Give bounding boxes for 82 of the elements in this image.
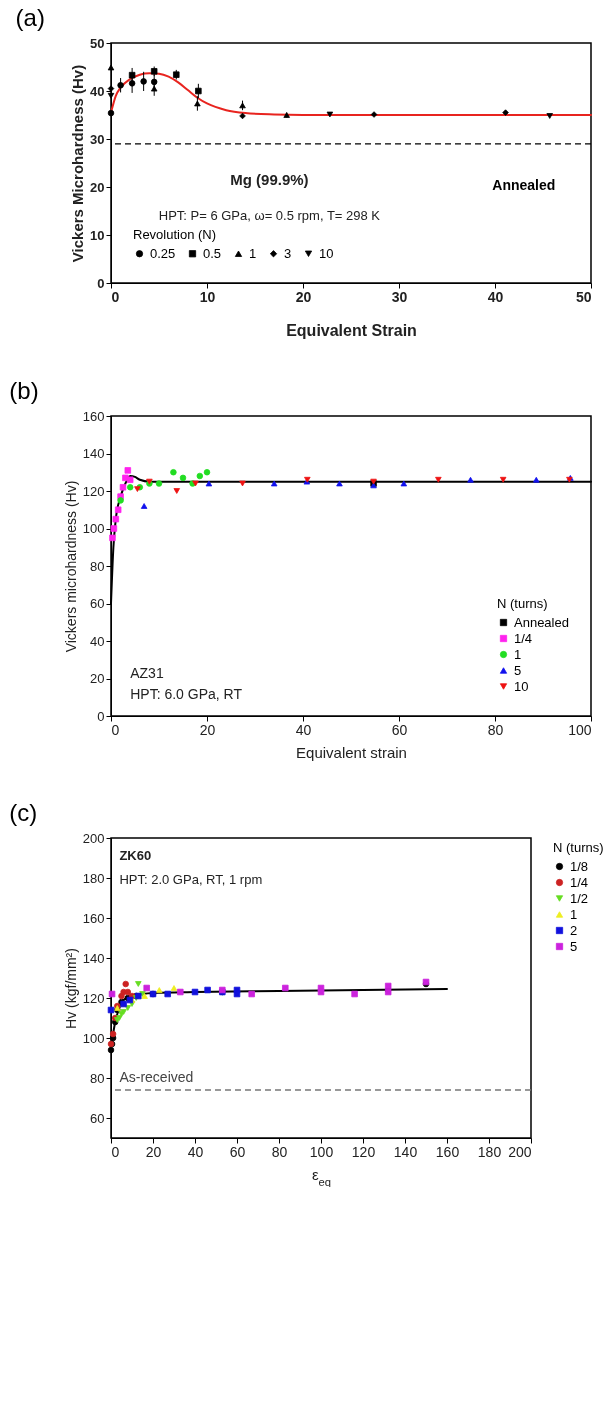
x-tick-label: 140	[393, 1143, 418, 1160]
annotation: AZ31	[130, 665, 164, 681]
y-tick-label: 120	[82, 990, 105, 1006]
x-tick-label: 0	[111, 721, 120, 738]
legend-label: 10	[319, 245, 334, 261]
x-tick-label: 40	[487, 288, 504, 305]
y-tick-label: 40	[90, 83, 105, 99]
x-tick-label: 0	[111, 288, 120, 305]
y-tick-label: 200	[82, 830, 105, 846]
y-axis-title: Hv (kgf/mm²)	[62, 948, 79, 1029]
legend-title: N (turns)	[497, 596, 548, 611]
legend-label: 1	[249, 245, 257, 261]
legend-label: 0.5	[203, 245, 222, 261]
ref-line-label: Annealed	[492, 176, 556, 193]
x-tick-label: 160	[435, 1143, 460, 1160]
ref-line-label: As-received	[119, 1069, 194, 1085]
annotation: HPT: P= 6 GPa, ω= 0.5 rpm, T= 298 K	[158, 207, 381, 223]
x-tick-label: 20	[295, 288, 312, 305]
x-tick-label: 80	[271, 1143, 288, 1160]
x-axis-title: ε$_{eq}$	[311, 1165, 332, 1188]
legend-label: 10	[514, 678, 529, 694]
chart-title: (a)	[15, 4, 45, 31]
y-axis-title: Vickers microhardness (Hv)	[62, 480, 79, 653]
x-tick-label: 200	[508, 1143, 532, 1160]
legend-label: 3	[284, 245, 292, 261]
y-tick-label: 160	[82, 910, 105, 926]
x-tick-label: 100	[568, 721, 592, 738]
x-tick-label: 40	[295, 721, 312, 738]
y-tick-label: 80	[90, 1070, 105, 1086]
x-tick-label: 0	[111, 1143, 120, 1160]
x-tick-label: 120	[351, 1143, 376, 1160]
x-tick-label: 180	[477, 1143, 502, 1160]
x-tick-label: 60	[391, 721, 408, 738]
x-tick-label: 20	[145, 1143, 162, 1160]
legend-label: 1/4	[570, 874, 589, 890]
y-axis-title: Vickers Microhardness (Hv)	[69, 64, 87, 263]
legend-label: 2	[570, 922, 578, 938]
y-tick-label: 20	[90, 179, 105, 195]
annotation: ZK60	[119, 848, 152, 863]
legend-label: 5	[514, 662, 522, 678]
y-tick-label: 120	[82, 483, 105, 499]
y-tick-label: 100	[82, 521, 105, 536]
y-tick-label: 30	[90, 131, 105, 147]
y-tick-label: 0	[97, 275, 105, 291]
legend-label: 1/4	[514, 630, 533, 646]
legend-label: Annealed	[514, 614, 569, 630]
legend-title: Revolution (N)	[133, 227, 217, 242]
chart-title: (c)	[9, 799, 38, 826]
y-tick-label: 40	[90, 633, 105, 649]
y-tick-label: 160	[82, 408, 105, 424]
y-tick-label: 60	[90, 1110, 105, 1126]
chart-title: (b)	[9, 377, 39, 404]
x-tick-label: 10	[199, 288, 216, 305]
legend-label: 1	[570, 906, 578, 922]
y-tick-label: 0	[97, 708, 105, 724]
x-tick-label: 80	[487, 721, 504, 738]
y-tick-label: 50	[90, 35, 105, 51]
x-tick-label: 50	[575, 288, 592, 305]
y-tick-label: 20	[90, 671, 105, 686]
legend-title: N (turns)	[553, 840, 604, 855]
y-tick-label: 140	[82, 446, 105, 461]
x-tick-label: 40	[187, 1143, 204, 1160]
y-tick-label: 10	[90, 227, 105, 243]
y-tick-label: 100	[82, 1030, 105, 1046]
annotation: HPT: 2.0 GPa, RT, 1 rpm	[119, 872, 263, 887]
legend-label: 5	[570, 938, 578, 954]
y-tick-label: 180	[82, 870, 105, 886]
x-tick-label: 30	[391, 288, 408, 305]
annotation: HPT: 6.0 GPa, RT	[130, 686, 243, 702]
legend-label: 0.25	[150, 245, 176, 261]
x-axis-title: Equivalent strain	[296, 743, 407, 761]
y-tick-label: 80	[90, 558, 105, 574]
annotation: Mg (99.9%)	[230, 170, 309, 188]
x-axis-title: Equivalent Strain	[286, 321, 417, 339]
x-tick-label: 100	[309, 1143, 334, 1160]
y-tick-label: 60	[90, 596, 105, 611]
x-tick-label: 20	[199, 721, 216, 738]
legend-label: 1/2	[570, 890, 589, 906]
legend-label: 1/8	[570, 858, 589, 874]
y-tick-label: 140	[82, 950, 105, 966]
x-tick-label: 60	[229, 1143, 246, 1160]
legend-label: 1	[514, 646, 522, 662]
